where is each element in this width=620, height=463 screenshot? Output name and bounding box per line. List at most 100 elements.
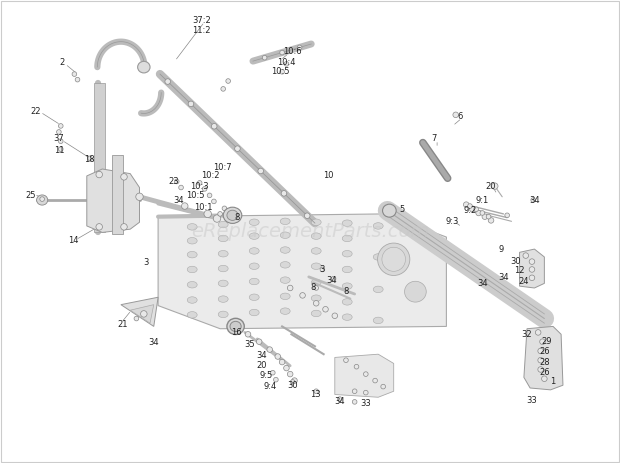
- Text: 16: 16: [231, 328, 242, 337]
- Ellipse shape: [280, 277, 290, 283]
- Bar: [112, 155, 123, 234]
- Ellipse shape: [352, 389, 357, 394]
- Ellipse shape: [96, 224, 102, 230]
- Ellipse shape: [332, 313, 338, 319]
- Ellipse shape: [211, 124, 217, 129]
- Ellipse shape: [141, 311, 147, 317]
- Text: 8: 8: [311, 283, 316, 293]
- Ellipse shape: [404, 281, 427, 302]
- Polygon shape: [121, 297, 158, 326]
- Ellipse shape: [58, 139, 63, 144]
- Text: 37: 37: [53, 134, 64, 144]
- Ellipse shape: [58, 124, 63, 128]
- Ellipse shape: [56, 130, 61, 134]
- Text: 23: 23: [168, 177, 179, 186]
- Text: 2: 2: [60, 58, 64, 67]
- Polygon shape: [158, 214, 446, 329]
- Ellipse shape: [373, 254, 383, 260]
- Ellipse shape: [218, 250, 228, 257]
- Text: 8: 8: [343, 287, 348, 296]
- Ellipse shape: [234, 146, 241, 151]
- Text: 9:1: 9:1: [476, 195, 489, 205]
- Ellipse shape: [187, 297, 197, 303]
- Ellipse shape: [280, 262, 290, 268]
- Ellipse shape: [322, 307, 329, 312]
- Text: 29: 29: [542, 337, 552, 346]
- Ellipse shape: [187, 312, 197, 318]
- Text: 33: 33: [526, 396, 538, 405]
- Ellipse shape: [438, 165, 443, 170]
- Text: 10:3: 10:3: [190, 182, 209, 191]
- Text: 9: 9: [498, 244, 503, 254]
- Ellipse shape: [187, 251, 197, 258]
- Text: 34: 34: [256, 351, 267, 360]
- Ellipse shape: [505, 213, 510, 218]
- Ellipse shape: [218, 311, 228, 318]
- Text: 32: 32: [521, 330, 533, 339]
- Text: 24: 24: [519, 277, 529, 286]
- Ellipse shape: [378, 243, 410, 275]
- Ellipse shape: [320, 267, 325, 272]
- Ellipse shape: [297, 45, 302, 50]
- Ellipse shape: [187, 238, 197, 244]
- Ellipse shape: [539, 339, 546, 344]
- Ellipse shape: [342, 235, 352, 242]
- Ellipse shape: [270, 370, 275, 375]
- Text: 8: 8: [234, 213, 239, 222]
- Ellipse shape: [531, 198, 536, 202]
- Ellipse shape: [523, 253, 528, 258]
- Ellipse shape: [480, 211, 485, 215]
- Ellipse shape: [275, 354, 280, 359]
- Ellipse shape: [218, 221, 228, 228]
- Ellipse shape: [343, 358, 348, 363]
- Text: 37:2: 37:2: [192, 16, 211, 25]
- Ellipse shape: [467, 204, 472, 208]
- Ellipse shape: [218, 265, 228, 272]
- Ellipse shape: [538, 348, 543, 354]
- Ellipse shape: [363, 390, 368, 395]
- Ellipse shape: [218, 212, 223, 216]
- Text: 3: 3: [320, 265, 325, 274]
- Text: 7: 7: [432, 134, 436, 144]
- Ellipse shape: [226, 79, 231, 83]
- Ellipse shape: [373, 317, 383, 324]
- Ellipse shape: [249, 278, 259, 285]
- Text: 30: 30: [287, 381, 298, 390]
- Text: 5: 5: [399, 205, 404, 214]
- Ellipse shape: [246, 332, 250, 337]
- Ellipse shape: [230, 321, 241, 332]
- Text: 34: 34: [334, 397, 345, 407]
- Ellipse shape: [121, 224, 127, 230]
- Text: 3: 3: [143, 258, 148, 268]
- Text: 9:5: 9:5: [260, 371, 273, 381]
- Text: 26: 26: [539, 347, 550, 357]
- Ellipse shape: [423, 144, 428, 149]
- Bar: [94, 83, 105, 232]
- Text: 10:6: 10:6: [283, 47, 302, 56]
- Ellipse shape: [218, 296, 228, 302]
- Ellipse shape: [382, 247, 405, 271]
- Ellipse shape: [354, 364, 359, 369]
- Ellipse shape: [290, 380, 295, 384]
- Ellipse shape: [72, 72, 77, 76]
- Ellipse shape: [96, 171, 102, 178]
- Text: 34: 34: [477, 279, 488, 288]
- Ellipse shape: [373, 223, 383, 229]
- Ellipse shape: [352, 400, 357, 404]
- Ellipse shape: [280, 218, 290, 225]
- Ellipse shape: [538, 357, 543, 363]
- Ellipse shape: [218, 280, 228, 287]
- Ellipse shape: [258, 168, 264, 174]
- Text: 10:5: 10:5: [271, 67, 290, 76]
- Ellipse shape: [249, 248, 259, 254]
- Ellipse shape: [342, 314, 352, 320]
- Ellipse shape: [291, 378, 298, 383]
- Ellipse shape: [342, 266, 352, 273]
- Ellipse shape: [204, 210, 211, 218]
- Ellipse shape: [280, 69, 285, 74]
- Ellipse shape: [279, 359, 285, 365]
- Ellipse shape: [187, 266, 197, 273]
- Ellipse shape: [542, 376, 547, 382]
- Ellipse shape: [280, 232, 290, 238]
- Text: 12: 12: [515, 266, 525, 275]
